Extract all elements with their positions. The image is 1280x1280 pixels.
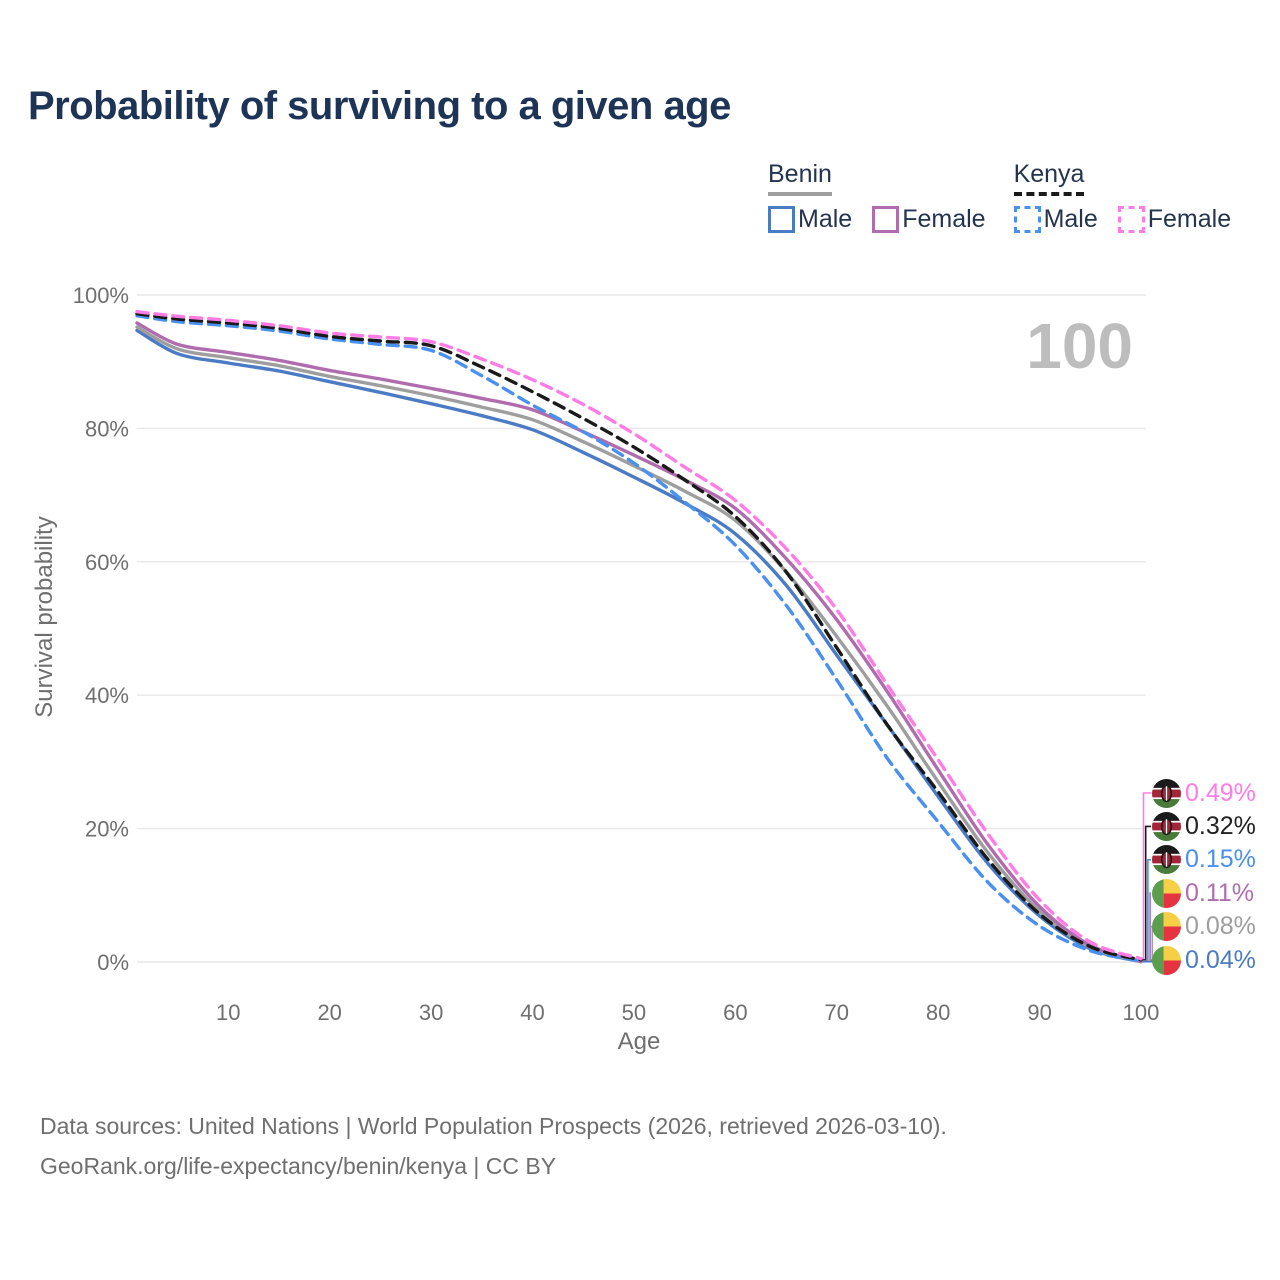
end-label-benin-male: 0.04% xyxy=(1152,944,1256,976)
series-line-benin-male[interactable] xyxy=(135,328,1143,964)
legend-item-benin-female[interactable]: Female xyxy=(872,205,986,233)
legend-item-kenya-male[interactable]: Male xyxy=(1013,205,1098,233)
legend-checkbox-icon[interactable] xyxy=(1013,205,1041,233)
x-tick-label: 60 xyxy=(723,1000,747,1025)
x-tick-label: 30 xyxy=(419,1000,443,1025)
legend-item-label: Female xyxy=(902,205,986,233)
x-tick-label: 10 xyxy=(216,1000,240,1025)
legend-item-benin-male[interactable]: Male xyxy=(768,205,852,233)
end-label-kenya: 0.32% xyxy=(1152,810,1256,842)
end-label-kenya-female: 0.49% xyxy=(1152,777,1256,809)
legend-items: Male Female xyxy=(1013,205,1232,233)
y-tick-label: 0% xyxy=(97,950,129,975)
chart-title: Probability of surviving to a given age xyxy=(28,84,731,128)
legend-group-title: Benin xyxy=(768,160,832,196)
end-label-benin: 0.08% xyxy=(1152,911,1256,943)
kenya-flag-icon xyxy=(1152,811,1181,841)
legend-item-kenya-female[interactable]: Female xyxy=(1117,205,1232,233)
hovered-age-watermark: 100 xyxy=(1026,310,1133,382)
end-label-connector xyxy=(1141,825,1151,961)
series-line-kenya-female[interactable] xyxy=(135,309,1143,961)
y-tick-label: 40% xyxy=(85,683,129,708)
kenya-flag-icon xyxy=(1152,845,1181,875)
legend-item-label: Male xyxy=(798,205,853,233)
legend-checkbox-icon[interactable] xyxy=(872,205,900,233)
end-label-value: 0.49% xyxy=(1185,778,1256,807)
kenya-flag-icon xyxy=(1152,778,1181,808)
x-axis-title: Age xyxy=(618,1028,661,1055)
series-line-kenya-male[interactable] xyxy=(135,313,1143,963)
series-line-benin-female[interactable] xyxy=(135,321,1143,963)
y-tick-label: 20% xyxy=(85,817,129,842)
end-label-kenya-male: 0.15% xyxy=(1152,844,1256,876)
benin-flag-icon xyxy=(1152,912,1181,942)
legend-item-label: Male xyxy=(1043,205,1098,233)
end-label-value: 0.11% xyxy=(1185,878,1255,907)
x-tick-label: 20 xyxy=(317,1000,341,1025)
footer-sources: Data sources: United Nations | World Pop… xyxy=(40,1113,947,1139)
legend-group-benin: Benin Male Female xyxy=(768,160,986,233)
legend-group-title: Kenya xyxy=(1013,160,1085,196)
y-tick-label: 80% xyxy=(85,416,129,441)
end-label-value: 0.04% xyxy=(1185,945,1256,974)
end-label-benin-female: 0.11% xyxy=(1152,877,1254,909)
y-axis-title: Survival probability xyxy=(31,516,58,717)
end-label-value: 0.08% xyxy=(1185,912,1256,941)
x-tick-label: 70 xyxy=(825,1000,849,1025)
benin-flag-icon xyxy=(1152,945,1181,975)
footer: Data sources: United Nations | World Pop… xyxy=(40,1106,947,1186)
y-tick-label: 60% xyxy=(85,550,129,575)
benin-flag-icon xyxy=(1152,878,1181,908)
series-line-kenya[interactable] xyxy=(135,311,1143,962)
x-tick-label: 90 xyxy=(1027,1000,1051,1025)
legend-checkbox-icon[interactable] xyxy=(768,205,795,233)
x-tick-label: 100 xyxy=(1123,1000,1160,1025)
end-label-value: 0.32% xyxy=(1185,811,1256,840)
legend-checkbox-icon[interactable] xyxy=(1117,205,1145,233)
end-label-value: 0.15% xyxy=(1185,845,1256,874)
legend-item-label: Female xyxy=(1147,205,1232,233)
footer-citation: GeoRank.org/life-expectancy/benin/kenya … xyxy=(40,1153,557,1179)
x-tick-label: 80 xyxy=(926,1000,950,1025)
legend-items: Male Female xyxy=(768,205,986,233)
legend-group-kenya: Kenya Male Female xyxy=(1013,160,1232,233)
x-tick-label: 40 xyxy=(520,1000,544,1025)
y-tick-label: 100% xyxy=(73,283,129,308)
series-line-benin[interactable] xyxy=(135,325,1143,964)
legend: Benin Male Female Kenya Male Female xyxy=(768,160,1231,233)
x-tick-label: 50 xyxy=(622,1000,646,1025)
